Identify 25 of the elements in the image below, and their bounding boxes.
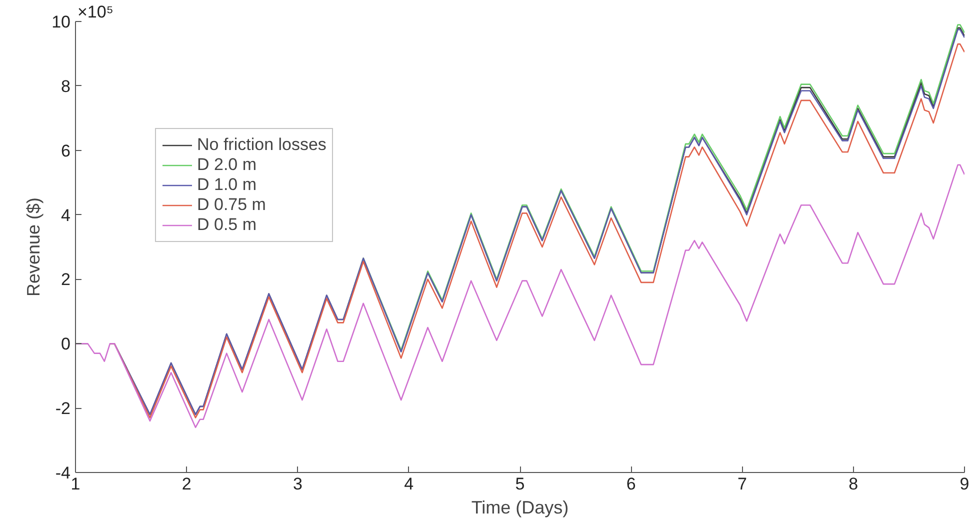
x-tick-label: 2 — [182, 474, 192, 494]
legend-label: D 0.75 m — [197, 195, 266, 215]
x-tick-label: 1 — [70, 474, 80, 494]
legend-label: No friction losses — [197, 135, 326, 155]
y-tick-label: 6 — [61, 141, 71, 160]
y-tick-label: -2 — [55, 399, 71, 418]
x-tick-label: 7 — [738, 474, 747, 494]
annotation: ×10⁵ — [78, 2, 114, 22]
y-tick-label: 10 — [52, 12, 71, 32]
x-tick-label: 6 — [626, 474, 636, 494]
x-tick-label: 9 — [960, 474, 970, 494]
x-axis-title: Time (Days) — [471, 498, 569, 518]
legend-label: D 0.5 m — [197, 215, 257, 235]
x-tick-label: 5 — [515, 474, 525, 494]
x-tick-label: 4 — [404, 474, 414, 494]
y-tick-label: 2 — [61, 270, 71, 290]
x-tick-label: 8 — [848, 474, 858, 494]
x-tick-label: 3 — [293, 474, 302, 494]
legend-label: D 1.0 m — [197, 175, 257, 195]
y-tick-label: 0 — [61, 334, 71, 354]
y-tick-label: 8 — [61, 76, 71, 96]
legend-label: D 2.0 m — [197, 155, 257, 175]
y-axis-title: Revenue ($) — [24, 197, 44, 297]
y-tick-label: -4 — [55, 464, 71, 482]
y-tick-label: 4 — [61, 206, 71, 225]
